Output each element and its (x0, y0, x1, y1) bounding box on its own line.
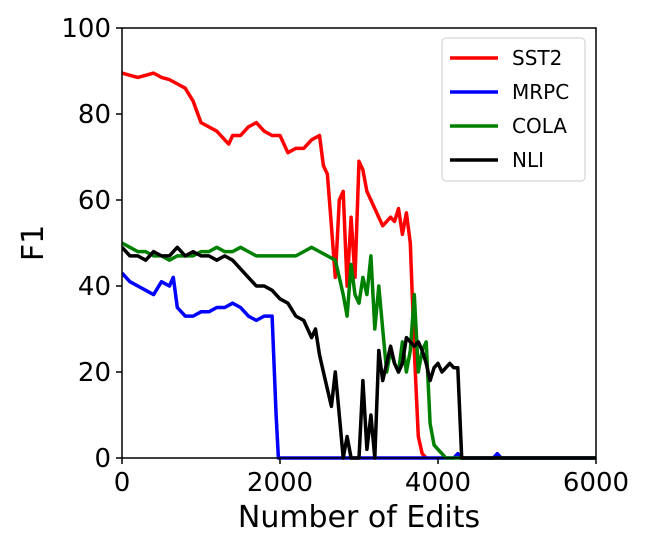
legend-label-sst2: SST2 (512, 46, 562, 70)
y-tick-label: 100 (61, 14, 111, 44)
x-axis-title: Number of Edits (238, 500, 480, 535)
legend-box (441, 37, 586, 182)
series-line-mrpc (122, 271, 596, 460)
y-tick-label: 20 (78, 358, 111, 388)
y-tick-label: 40 (78, 272, 111, 302)
legend-label-mrpc: MRPC (512, 80, 569, 104)
series-line-nli (122, 245, 596, 460)
y-tick-label: 0 (94, 444, 111, 474)
legend-label-nli: NLI (512, 148, 544, 172)
series-line-sst2 (122, 71, 428, 460)
y-axis-title: F1 (16, 225, 51, 261)
x-axis-ticks: 0 2000 4000 6000 (114, 458, 629, 498)
y-tick-label: 80 (78, 100, 111, 130)
x-tick-label: 4000 (405, 468, 471, 498)
plot-frame (121, 27, 597, 459)
legend: SST2 MRPC COLA NLI (441, 37, 586, 182)
y-axis-ticks: 0 20 40 60 80 100 (61, 14, 122, 474)
plot-lines (122, 71, 596, 460)
x-tick-label: 2000 (247, 468, 313, 498)
x-tick-label: 6000 (563, 468, 629, 498)
y-tick-label: 60 (78, 186, 111, 216)
legend-label-cola: COLA (512, 114, 567, 138)
x-tick-label: 0 (114, 468, 131, 498)
